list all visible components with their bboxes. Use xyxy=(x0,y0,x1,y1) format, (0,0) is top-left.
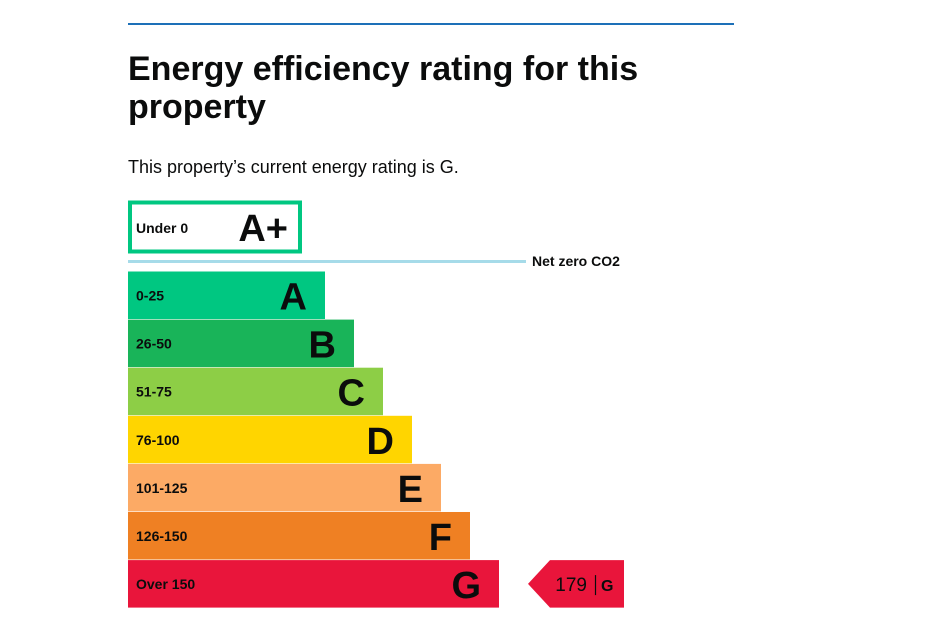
current-rating-text: This property’s current energy rating is… xyxy=(128,157,459,177)
band-range-label: Over 150 xyxy=(136,576,195,592)
band-letter-label: C xyxy=(338,373,365,415)
band-letter-label: F xyxy=(429,517,452,559)
band-letter-label: G xyxy=(451,565,481,607)
current-rating-marker xyxy=(528,560,624,608)
band-d xyxy=(128,415,412,464)
band-b xyxy=(128,319,354,368)
band-f xyxy=(128,512,470,560)
band-range-label: 126-150 xyxy=(136,528,188,544)
current-letter-label: G xyxy=(601,578,613,595)
band-letter-label: A+ xyxy=(238,208,288,250)
net-zero-label: Net zero CO2 xyxy=(532,253,620,269)
band-letter-label: A xyxy=(280,277,307,319)
band-letter-label: E xyxy=(398,469,423,511)
band-range-label: 0-25 xyxy=(136,288,164,304)
band-range-label: Under 0 xyxy=(136,220,188,236)
current-score-label: 179 xyxy=(555,575,587,596)
band-g xyxy=(128,560,499,608)
band-range-label: 51-75 xyxy=(136,384,172,400)
band-letter-label: B xyxy=(309,325,336,367)
band-a xyxy=(128,271,325,319)
band-a-plus xyxy=(128,200,302,254)
page-title: Energy efficiency rating for this proper… xyxy=(128,50,639,126)
band-letter-label: D xyxy=(367,421,394,463)
band-e xyxy=(128,463,441,512)
band-range-label: 101-125 xyxy=(136,480,188,496)
band-range-label: 26-50 xyxy=(136,336,172,352)
section-divider xyxy=(128,23,734,25)
band-c xyxy=(128,367,383,416)
band-range-label: 76-100 xyxy=(136,432,180,448)
